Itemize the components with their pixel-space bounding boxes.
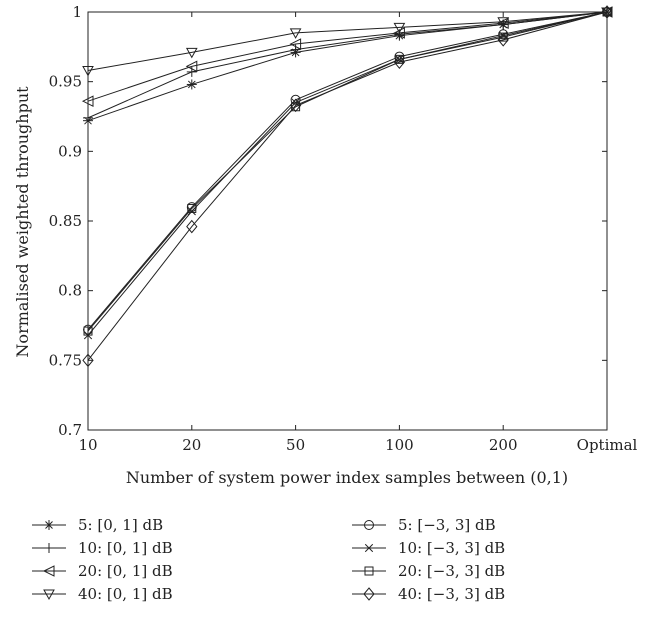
legend-label: 20: [−3, 3] dB	[398, 562, 505, 580]
legend-label: 5: [0, 1] dB	[78, 516, 163, 534]
y-tick-label: 0.9	[58, 142, 82, 160]
x-tick-label: Optimal	[577, 436, 638, 454]
series	[82, 5, 613, 368]
data-point	[187, 207, 196, 216]
legend-label: 10: [0, 1] dB	[78, 539, 173, 557]
series-layer	[81, 5, 613, 368]
x-tick-label: 200	[489, 436, 518, 454]
legend-label: 40: [0, 1] dB	[78, 585, 173, 603]
data-point	[602, 7, 612, 17]
data-point	[43, 589, 55, 601]
legend-label: 10: [−3, 3] dB	[398, 539, 505, 557]
data-point	[498, 32, 508, 42]
x-tick-label: 10	[78, 436, 97, 454]
series-line	[87, 11, 608, 102]
data-point	[393, 55, 406, 69]
legend-item: 20: [−3, 3] dB	[352, 562, 505, 580]
data-point	[82, 66, 94, 77]
legend-item: 40: [0, 1] dB	[32, 585, 173, 603]
series	[83, 7, 612, 335]
x-tick-label: 20	[182, 436, 201, 454]
data-point	[498, 19, 509, 30]
y-tick-label: 0.8	[58, 282, 82, 300]
data-point	[497, 33, 509, 47]
data-point	[82, 353, 94, 368]
data-point	[289, 38, 302, 50]
series	[83, 7, 612, 126]
series-line	[87, 11, 608, 331]
data-point	[83, 112, 93, 123]
plot-area: 0.7 0.75 0.8 0.85 0.9 0.95 1 10 20 50 100 200 Optima…	[49, 3, 638, 454]
y-tick-label: 0.85	[49, 212, 82, 230]
data-point	[601, 5, 613, 19]
data-point	[44, 543, 54, 553]
data-point	[393, 27, 405, 39]
data-point	[364, 543, 374, 553]
series	[83, 7, 612, 123]
y-axis-label: Normalised weighted throughput	[13, 86, 32, 358]
data-point	[185, 60, 198, 73]
data-point	[364, 566, 374, 576]
y-tick-label: 0.7	[58, 421, 82, 439]
data-point	[289, 98, 302, 113]
data-point	[289, 28, 302, 39]
legend: 5: [0, 1] dB 10: [0, 1] dB 20: [0, 1] dB 40…	[32, 516, 505, 603]
y-tick-label: 1	[72, 3, 82, 21]
data-point	[83, 326, 93, 336]
data-point	[42, 565, 55, 577]
legend-label: 20: [0, 1] dB	[78, 562, 173, 580]
data-point	[187, 203, 197, 213]
data-point	[497, 17, 509, 29]
legend-label: 40: [−3, 3] dB	[398, 585, 505, 603]
series-line	[87, 11, 608, 361]
data-point	[290, 94, 301, 105]
legend-item: 5: [−3, 3] dB	[352, 516, 496, 534]
legend-item: 20: [0, 1] dB	[32, 562, 173, 580]
data-point	[393, 22, 406, 34]
y-tick-label: 0.95	[49, 73, 82, 91]
x-axis-label: Number of system power index samples bet…	[126, 468, 568, 487]
data-point	[81, 95, 94, 107]
legend-label: 5: [−3, 3] dB	[398, 516, 496, 534]
series-line	[87, 11, 608, 72]
series-line	[87, 11, 608, 119]
series	[83, 7, 612, 336]
series	[81, 6, 613, 107]
legend-item: 10: [0, 1] dB	[32, 539, 173, 557]
legend-item: 5: [0, 1] dB	[32, 516, 163, 534]
data-point	[364, 520, 374, 530]
x-tick-label: 50	[286, 436, 305, 454]
data-point	[497, 17, 510, 28]
y-tick-label: 0.75	[49, 351, 82, 369]
x-tick-label: 100	[385, 436, 414, 454]
data-point	[186, 79, 197, 90]
data-point	[394, 54, 404, 64]
data-point	[185, 47, 198, 59]
data-point	[44, 520, 54, 530]
data-point	[186, 219, 198, 234]
data-point	[394, 29, 405, 40]
series-line	[87, 11, 608, 332]
legend-item: 40: [−3, 3] dB	[352, 585, 505, 603]
data-point	[363, 587, 375, 601]
legend-item: 10: [−3, 3] dB	[352, 539, 505, 557]
series-line	[87, 11, 608, 336]
